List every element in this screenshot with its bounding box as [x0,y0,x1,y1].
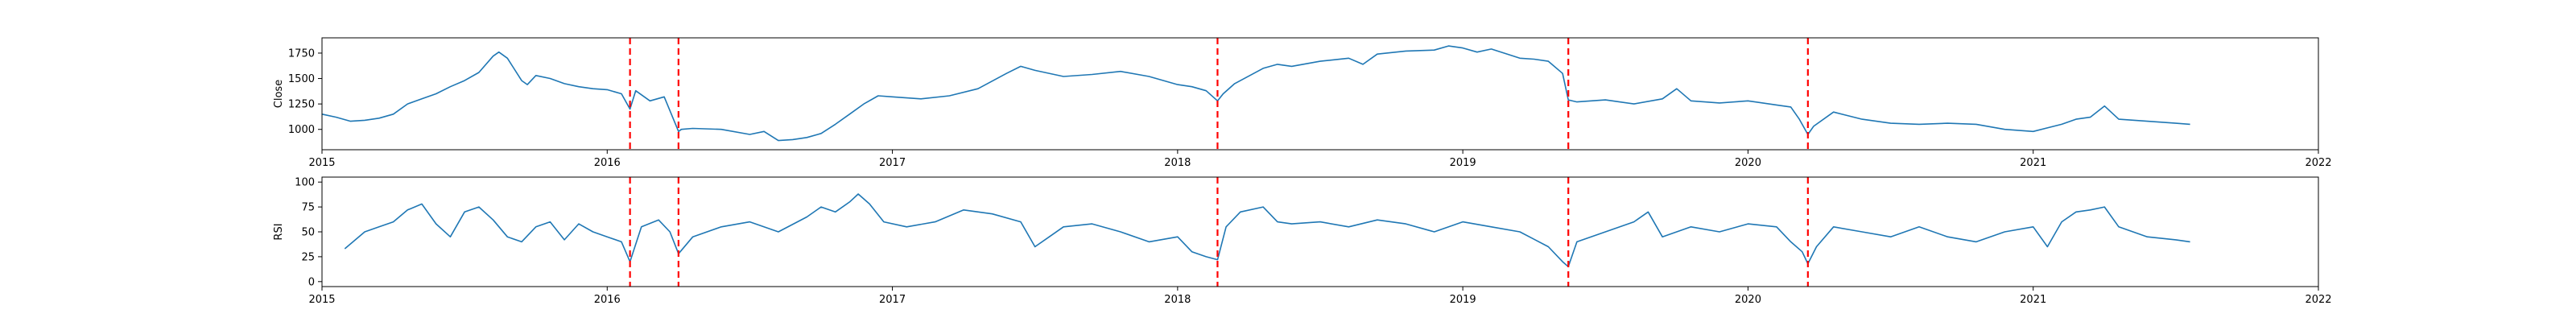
rsi-y-axis-label: RSI [273,223,285,240]
rsi-x-tick-label: 2022 [2305,294,2331,306]
close-x-tick-label: 2017 [879,157,906,169]
rsi-series-line [344,193,2190,268]
rsi-x-tick-label: 2021 [2020,294,2046,306]
rsi-plot-frame [321,176,2319,287]
rsi-chart: 2015 2016 2017 2018 2019 2020 2021 2022 0 25 50 75 1… [273,176,2332,306]
close-price-chart: 2015 2016 2017 2018 2019 2020 2021 2022 1000 1250… [273,37,2332,169]
rsi-x-tick-label: 2019 [1450,294,1476,306]
rsi-x-tick-label: 2016 [594,294,621,306]
rsi-y-tick-label: 50 [301,227,315,239]
rsi-x-tick-label: 2017 [879,294,906,306]
close-y-tick-label: 1500 [288,73,315,85]
rsi-y-tick-label: 75 [301,202,315,214]
rsi-x-tick-label: 2018 [1164,294,1191,306]
close-x-tick-label: 2018 [1164,157,1191,169]
rsi-y-tick-label: 100 [295,177,315,189]
close-y-tick-label: 1000 [288,124,315,136]
rsi-x-tick-label: 2020 [1735,294,1761,306]
rsi-y-tick-label: 0 [308,276,315,288]
close-x-tick-label: 2020 [1735,157,1761,169]
close-plot-frame [321,37,2319,151]
close-y-axis-label: Close [273,80,285,108]
close-x-tick-label: 2022 [2305,157,2331,169]
close-y-tick-label: 1750 [288,47,315,60]
close-x-tick-label: 2019 [1450,157,1476,169]
close-x-tick-label: 2015 [308,157,335,169]
rsi-x-tick-label: 2015 [308,294,335,306]
rsi-y-tick-label: 25 [301,251,315,263]
close-x-tick-label: 2021 [2020,157,2046,169]
close-y-tick-label: 1250 [288,99,315,111]
close-x-tick-label: 2016 [594,157,621,169]
close-series-line [321,45,2190,142]
